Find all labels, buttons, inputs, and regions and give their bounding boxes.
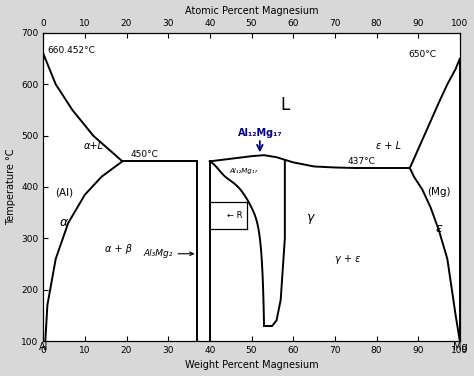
Text: ε + L: ε + L xyxy=(376,141,401,151)
Text: γ: γ xyxy=(306,211,313,224)
Text: 650°C: 650°C xyxy=(408,50,437,59)
Text: Mg: Mg xyxy=(453,342,467,352)
Text: 450°C: 450°C xyxy=(131,150,159,159)
Text: γ + ε: γ + ε xyxy=(335,254,360,264)
Text: Al₃Mg₂: Al₃Mg₂ xyxy=(143,249,193,258)
Text: Al₁₂Mg₁₇: Al₁₂Mg₁₇ xyxy=(229,168,257,174)
Text: L: L xyxy=(280,96,290,114)
Text: Al₁₂Mg₁₇: Al₁₂Mg₁₇ xyxy=(237,128,282,138)
X-axis label: Atomic Percent Magnesium: Atomic Percent Magnesium xyxy=(185,6,318,15)
Text: α: α xyxy=(60,217,68,229)
Text: Al: Al xyxy=(38,342,48,352)
Text: α+L: α+L xyxy=(83,141,103,151)
Text: (Mg): (Mg) xyxy=(427,187,451,197)
Text: α + β: α + β xyxy=(105,244,132,253)
Text: 660.452°C: 660.452°C xyxy=(47,47,95,55)
Text: (Al): (Al) xyxy=(55,187,73,197)
Text: ε: ε xyxy=(436,221,442,235)
Text: 437°C: 437°C xyxy=(347,157,375,166)
Text: ← R: ← R xyxy=(227,211,243,220)
Y-axis label: Temperature °C: Temperature °C xyxy=(6,149,16,225)
X-axis label: Weight Percent Magnesium: Weight Percent Magnesium xyxy=(185,361,319,370)
